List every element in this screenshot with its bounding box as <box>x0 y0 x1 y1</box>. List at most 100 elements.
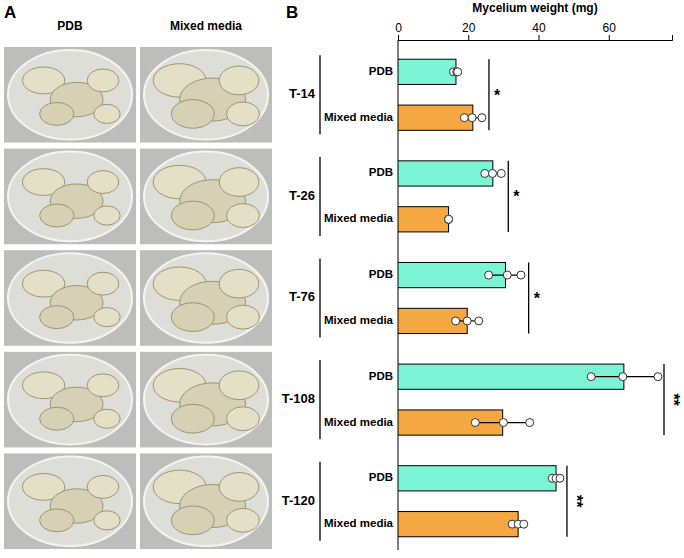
bar <box>398 308 467 333</box>
x-tick-mark <box>539 35 540 40</box>
series-label: Mixed media <box>324 212 394 224</box>
panel-label: B <box>286 3 298 22</box>
colony <box>171 100 214 129</box>
colony <box>40 509 74 532</box>
significance-bracket <box>528 262 529 333</box>
figure: A PDB Mixed media B Mycelium weight (mg) 0 20 4… <box>0 0 684 558</box>
colony <box>226 305 259 329</box>
x-tick: 40 <box>532 21 546 40</box>
x-tick: 20 <box>462 21 476 40</box>
column-header: PDB <box>57 19 83 33</box>
data-point <box>520 520 528 528</box>
photo-background <box>4 250 136 346</box>
series-label: Mixed media <box>324 416 394 428</box>
photo-background <box>140 47 272 143</box>
colony <box>40 306 74 329</box>
colony <box>94 308 120 327</box>
group-bracket <box>319 360 320 439</box>
data-point <box>445 215 453 223</box>
colony <box>40 102 74 125</box>
petri-dish <box>144 355 268 445</box>
photo <box>4 250 136 346</box>
significance-bracket <box>566 466 567 537</box>
group-bracket <box>319 462 320 541</box>
photo <box>140 149 272 245</box>
colony <box>94 409 120 428</box>
bar <box>398 262 505 287</box>
error-bar <box>475 419 530 427</box>
series-label: PDB <box>369 166 393 178</box>
category-label: T-120 <box>282 493 315 508</box>
x-tick: 0 <box>395 21 402 40</box>
petri-dish <box>144 152 268 242</box>
colony <box>87 475 119 498</box>
group-bracket <box>319 157 320 236</box>
colony <box>40 407 74 430</box>
data-point <box>556 474 564 482</box>
data-point <box>452 317 460 325</box>
series <box>398 105 534 537</box>
photo <box>140 47 272 143</box>
x-tick-mark <box>468 35 469 40</box>
photo-background <box>4 453 136 549</box>
significance-label: ** <box>568 495 585 508</box>
significance-bracket <box>508 161 509 232</box>
significance-bracket <box>663 364 664 435</box>
series-label: Mixed media <box>324 517 394 529</box>
petri-dish <box>8 152 132 242</box>
data-point <box>503 271 511 279</box>
data-point <box>460 114 468 122</box>
colony <box>94 511 120 530</box>
data-point <box>445 215 453 223</box>
panel-label: A <box>4 3 16 22</box>
photo <box>4 453 136 549</box>
bar <box>398 364 624 389</box>
x-axis-title: Mycelium weight (mg) <box>472 1 597 15</box>
chart-svg: A PDB Mixed media B Mycelium weight (mg) 0 20 4… <box>0 0 684 558</box>
colony <box>87 272 119 295</box>
group-bracket <box>319 55 320 134</box>
x-tick-label: 60 <box>603 21 617 35</box>
colony <box>94 206 120 225</box>
group-bracket <box>319 258 320 337</box>
colony <box>87 171 119 194</box>
colony <box>226 508 259 532</box>
photo-background <box>4 352 136 448</box>
bar <box>398 59 456 84</box>
series-label: PDB <box>369 65 393 77</box>
data-point <box>587 373 595 381</box>
data-point <box>463 317 471 325</box>
petri-dish <box>144 253 268 343</box>
data-point <box>468 114 476 122</box>
significance-label: * <box>534 290 541 307</box>
photo-background <box>4 47 136 143</box>
data-point <box>471 419 479 427</box>
series-label: Mixed media <box>324 314 394 326</box>
data-point <box>485 271 493 279</box>
category-label: T-108 <box>282 391 315 406</box>
colony <box>226 407 259 431</box>
data-point <box>517 271 525 279</box>
petri-dish <box>144 456 268 546</box>
series-label: Mixed media <box>324 111 394 123</box>
photo-background <box>140 250 272 346</box>
colony <box>171 404 214 433</box>
x-tick-label: 0 <box>395 21 402 35</box>
petri-dish <box>8 456 132 546</box>
column-header: Mixed media <box>170 19 242 33</box>
x-axis: 0 20 40 60 <box>395 21 672 41</box>
petri-dish <box>8 50 132 140</box>
bar <box>398 161 493 186</box>
photo-background <box>140 352 272 448</box>
petri-dish <box>8 355 132 445</box>
photo <box>140 453 272 549</box>
data-point <box>499 419 507 427</box>
data-point <box>619 373 627 381</box>
photo <box>140 352 272 448</box>
data-point <box>475 317 483 325</box>
colony <box>87 69 119 92</box>
bar <box>398 512 518 537</box>
significance-label: ** <box>665 393 682 406</box>
colony <box>219 66 259 95</box>
colony <box>171 201 214 230</box>
